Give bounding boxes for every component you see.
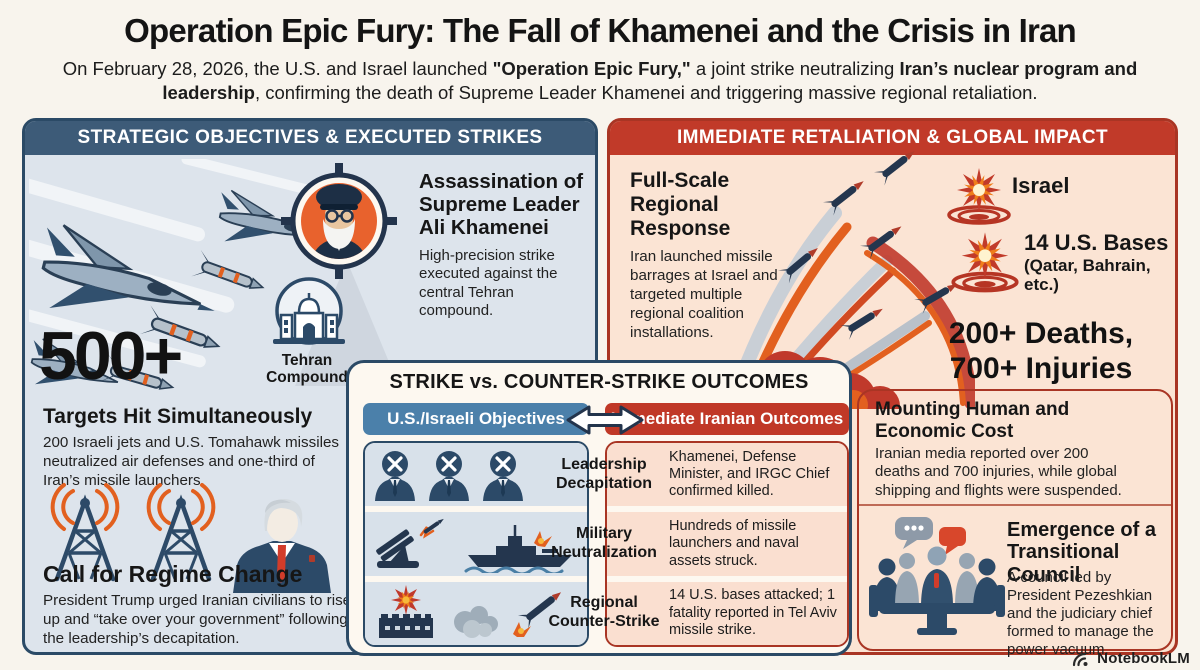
column-header-iranian: Immediate Iranian Outcomes bbox=[605, 403, 849, 435]
targets-stat-number: 500+ bbox=[39, 318, 183, 394]
subtitle-segment-bold: Iran’s nuclear program and leadership bbox=[162, 58, 1138, 104]
brand-footer: NotebookLM bbox=[1072, 650, 1190, 667]
outcome-cell-leaders: Khamenei, Defense Minister, and IRGC Chi… bbox=[607, 443, 847, 507]
military-assets-icon bbox=[376, 518, 572, 573]
targets-stat-title: Targets Hit Simultaneously bbox=[43, 405, 313, 428]
regime-change-desc: President Trump urged Iranian civilians … bbox=[43, 592, 352, 647]
subtitle-segment-bold: "Operation Epic Fury," bbox=[492, 58, 691, 79]
leaders-killed-icon bbox=[375, 450, 523, 501]
transitional-council-desc: A council led by President Pezeshkian an… bbox=[1007, 569, 1154, 658]
objective-cell-leaders bbox=[365, 443, 587, 507]
outcome-text: 14 U.S. bases attacked; 1 fatality repor… bbox=[669, 587, 837, 639]
explosion-ripple-icon-bases bbox=[951, 232, 1019, 293]
right-panel-header: IMMEDIATE RETALIATION & GLOBAL IMPACT bbox=[610, 121, 1175, 155]
strike-outcomes-panel: STRIKE vs. COUNTER-STRIKE OUTCOMES U.S./… bbox=[346, 360, 852, 656]
brand-name: NotebookLM bbox=[1097, 650, 1190, 667]
objective-cell-military bbox=[365, 512, 587, 576]
outcomes-table-title: STRIKE vs. COUNTER-STRIKE OUTCOMES bbox=[389, 371, 809, 393]
subtitle-segment: , confirming the death of Supreme Leader… bbox=[254, 82, 1038, 104]
assassination-desc: High-precision strike executed against t… bbox=[419, 247, 558, 319]
targets-stat-desc: 200 Israeli jets and U.S. Tomahawk missi… bbox=[43, 434, 339, 489]
casualties-stat: 200+ Deaths, 700+ Injuries bbox=[910, 317, 1172, 386]
regional-response-title: Full-Scale Regional Response bbox=[630, 169, 731, 240]
regional-response-desc: Iran launched missile barrages at Israel… bbox=[630, 248, 778, 341]
target-beam-shape bbox=[295, 261, 399, 386]
us-bases-sublabel: (Qatar, Bahrain, etc.) bbox=[1024, 256, 1151, 294]
page-subtitle: On February 28, 2026, the U.S. and Israe… bbox=[60, 57, 1140, 106]
economic-cost-title: Mounting Human and Economic Cost bbox=[875, 399, 1070, 442]
radio-tower-icon bbox=[50, 483, 216, 582]
strategic-objectives-panel: STRATEGIC OBJECTIVES & EXECUTED STRIKES bbox=[22, 118, 598, 655]
column-header-us-israeli: U.S./Israeli Objectives bbox=[363, 403, 589, 435]
outcomes-column: Khamenei, Defense Minister, and IRGC Chi… bbox=[605, 441, 849, 647]
israel-target-label: Israel bbox=[1012, 173, 1070, 198]
notebooklm-logo-icon bbox=[1073, 652, 1088, 666]
casualties-line1: 200+ Deaths, bbox=[948, 317, 1134, 350]
assassination-title: Assassination of Supreme Leader Ali Kham… bbox=[419, 170, 584, 239]
trump-figure-icon bbox=[233, 499, 331, 593]
transitional-council-title: Emergence of a Transitional Council bbox=[1007, 519, 1156, 586]
row-label-leadership: Leadership Decapitation bbox=[555, 456, 652, 493]
compare-arrow-icon bbox=[566, 405, 644, 435]
left-panel-header: STRATEGIC OBJECTIVES & EXECUTED STRIKES bbox=[25, 121, 595, 155]
subtitle-segment: On February 28, 2026, the U.S. and Israe… bbox=[62, 58, 493, 79]
outcome-text: Khamenei, Defense Minister, and IRGC Chi… bbox=[669, 448, 830, 500]
row-label-regional: Regional Counter-Strike bbox=[548, 594, 660, 631]
tehran-compound-label: Tehran Compound bbox=[266, 352, 348, 387]
row-label-military: Military Neutralization bbox=[551, 525, 657, 562]
outcome-text: Hundreds of missile launchers and naval … bbox=[669, 517, 799, 569]
khamenei-target-icon bbox=[281, 163, 397, 279]
economic-cost-desc: Iranian media reported over 200 deaths a… bbox=[875, 445, 1122, 499]
explosion-ripple-icon-israel bbox=[947, 168, 1011, 225]
regime-change-title: Call for Regime Change bbox=[43, 561, 303, 587]
page-title: Operation Epic Fury: The Fall of Khamene… bbox=[124, 12, 1077, 49]
tehran-compound-icon bbox=[273, 277, 345, 345]
subcard-divider bbox=[859, 504, 1171, 506]
impact-subcard: Mounting Human and Economic Cost Iranian… bbox=[857, 389, 1173, 658]
council-meeting-icon bbox=[869, 517, 1005, 635]
us-bases-label: 14 U.S. Bases bbox=[1024, 230, 1169, 255]
objective-cell-regional bbox=[365, 581, 587, 645]
outcome-cell-regional: 14 U.S. bases attacked; 1 fatality repor… bbox=[607, 581, 847, 645]
regional-strike-icon bbox=[379, 585, 562, 639]
objectives-column bbox=[363, 441, 589, 647]
casualties-line2: 700+ Injuries bbox=[949, 351, 1133, 385]
outcome-cell-military: Hundreds of missile launchers and naval … bbox=[607, 512, 847, 576]
subtitle-segment: a joint strike neutralizing bbox=[690, 58, 900, 79]
